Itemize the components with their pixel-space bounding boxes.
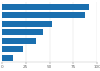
- Bar: [2, 46, 23, 52]
- Bar: [2, 4, 89, 10]
- Bar: [2, 55, 13, 61]
- Bar: [2, 29, 43, 35]
- Bar: [2, 38, 36, 44]
- Bar: [2, 21, 52, 27]
- Bar: [2, 12, 85, 18]
